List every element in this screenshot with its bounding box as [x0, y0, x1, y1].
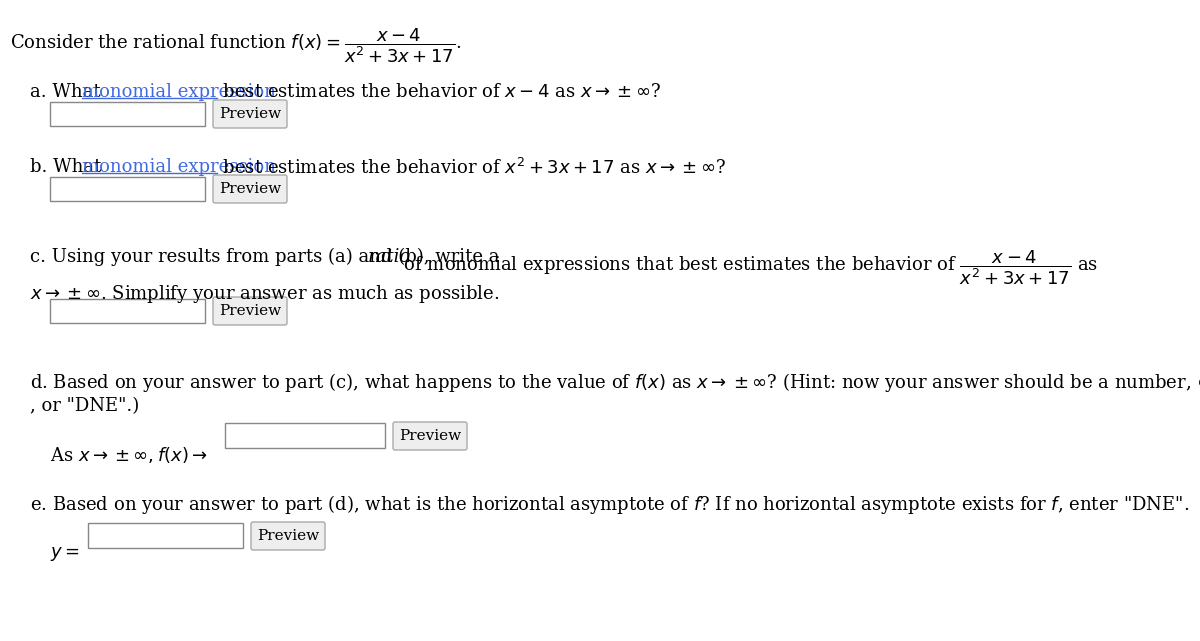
Text: Preview: Preview: [218, 107, 281, 121]
Text: Preview: Preview: [218, 182, 281, 196]
Text: e. Based on your answer to part (d), what is the horizontal asymptote of $f$? If: e. Based on your answer to part (d), wha…: [30, 493, 1189, 516]
Text: As $x \to \pm\infty, f(x) \to$: As $x \to \pm\infty, f(x) \to$: [50, 445, 208, 465]
FancyBboxPatch shape: [214, 297, 287, 325]
FancyBboxPatch shape: [251, 522, 325, 550]
Text: monomial expression: monomial expression: [82, 158, 276, 176]
Text: $y =$: $y =$: [50, 545, 79, 563]
Text: c. Using your results from parts (a) and (b), write a: c. Using your results from parts (a) and…: [30, 248, 505, 266]
Text: b. What: b. What: [30, 158, 107, 176]
Text: , or "DNE".): , or "DNE".): [30, 397, 139, 415]
FancyBboxPatch shape: [226, 423, 385, 448]
Text: Consider the rational function $f(x) = \dfrac{x - 4}{x^2 + 3x + 17}$.: Consider the rational function $f(x) = \…: [10, 26, 462, 65]
Text: d. Based on your answer to part (c), what happens to the value of $f(x)$ as $x \: d. Based on your answer to part (c), wha…: [30, 371, 1200, 394]
FancyBboxPatch shape: [214, 100, 287, 128]
Text: a. What: a. What: [30, 83, 107, 101]
Text: Preview: Preview: [218, 304, 281, 318]
FancyBboxPatch shape: [214, 175, 287, 203]
Text: ratio: ratio: [368, 248, 412, 266]
FancyBboxPatch shape: [50, 299, 205, 323]
Text: of monomial expressions that best estimates the behavior of $\dfrac{x - 4}{x^2 +: of monomial expressions that best estima…: [398, 248, 1098, 287]
Text: Preview: Preview: [398, 429, 461, 443]
Text: monomial expression: monomial expression: [82, 83, 276, 101]
Text: Preview: Preview: [257, 529, 319, 543]
Text: best estimates the behavior of $x - 4$ as $x \to \pm\infty$?: best estimates the behavior of $x - 4$ a…: [217, 83, 661, 101]
FancyBboxPatch shape: [50, 102, 205, 126]
Text: $x \to \pm\infty$. Simplify your answer as much as possible.: $x \to \pm\infty$. Simplify your answer …: [30, 283, 499, 305]
FancyBboxPatch shape: [50, 177, 205, 201]
Text: best estimates the behavior of $x^2 + 3x + 17$ as $x \to \pm\infty$?: best estimates the behavior of $x^2 + 3x…: [217, 158, 726, 178]
FancyBboxPatch shape: [88, 523, 242, 548]
FancyBboxPatch shape: [394, 422, 467, 450]
